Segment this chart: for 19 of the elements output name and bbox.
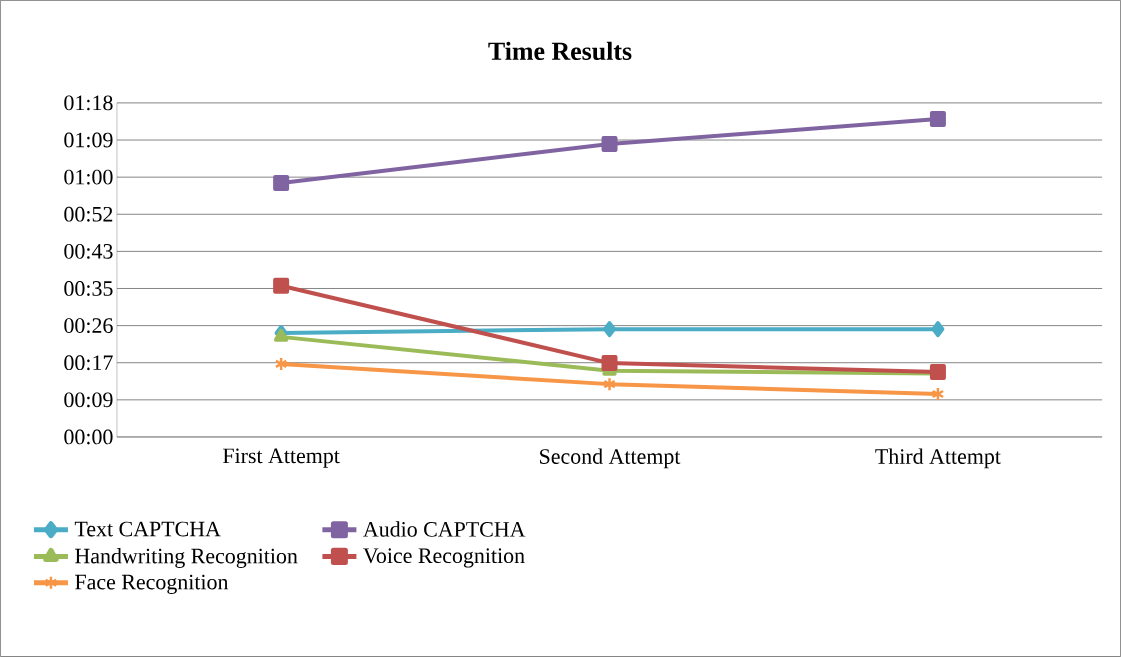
y-tick-label: 00:00 <box>64 429 113 445</box>
legend-label: Handwriting Recognition <box>75 548 298 569</box>
legend-label: Text CAPTCHA <box>74 521 221 537</box>
x-tick-label: Third Attempt <box>875 448 1001 469</box>
y-tick-label: 00:26 <box>64 318 113 334</box>
y-tick-label: 00:09 <box>64 392 113 408</box>
x-tick-label: Second Attempt <box>540 448 681 469</box>
y-tick-label: 01:00 <box>64 169 113 185</box>
y-tick-label: 00:43 <box>64 243 113 259</box>
y-tick-label: 00:35 <box>64 281 113 296</box>
legend-label: Audio CAPTCHA <box>363 521 526 537</box>
legend-label: Face Recognition <box>75 574 229 595</box>
legend-label: Voice Recognition <box>363 548 525 568</box>
y-tick-label: 01:18 <box>64 95 113 111</box>
y-tick-label: 00:52 <box>64 206 113 222</box>
y-tick-label: 01:09 <box>64 132 113 148</box>
chart-title: Time Results <box>488 41 632 61</box>
x-tick-label: First Attempt <box>222 448 340 468</box>
y-tick-label: 00:17 <box>64 355 113 371</box>
